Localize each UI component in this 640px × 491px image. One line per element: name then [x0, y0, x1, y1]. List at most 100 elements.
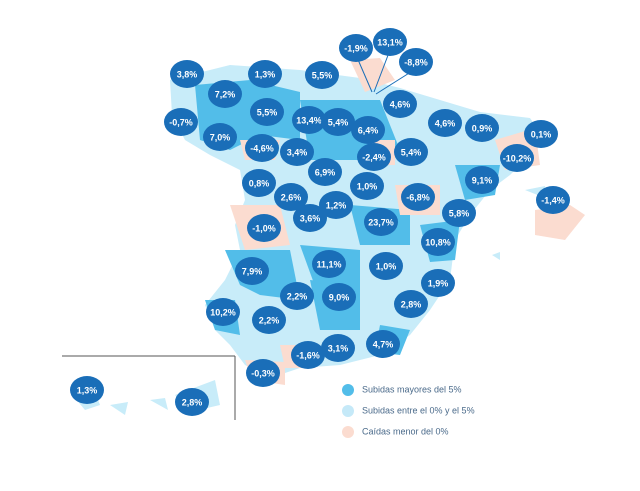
marker-bubble [292, 106, 326, 134]
marker-bubble [421, 269, 455, 297]
marker-bubble [465, 114, 499, 142]
marker-label: 2,6% [281, 192, 302, 202]
marker-label: 6,4% [358, 125, 379, 135]
marker-bubble [248, 60, 282, 88]
marker-label: 4,6% [390, 99, 411, 109]
marker-bubble [394, 138, 428, 166]
province-marker: 4,6% [428, 109, 462, 137]
marker-label: 4,7% [373, 339, 394, 349]
province-marker: 1,2% [319, 191, 353, 219]
marker-bubble [312, 250, 346, 278]
province-marker: 0,8% [242, 169, 276, 197]
marker-label: -1,0% [252, 223, 276, 233]
province-marker: -0,7% [164, 108, 198, 136]
marker-label: 3,6% [300, 213, 321, 223]
province-marker: 7,2% [208, 80, 242, 108]
legend-swatch [342, 384, 354, 396]
province-marker: 13,4% [292, 106, 326, 134]
marker-label: 5,4% [328, 117, 349, 127]
marker-label: 5,5% [312, 70, 333, 80]
province-marker: 5,8% [442, 199, 476, 227]
marker-label: 2,2% [259, 315, 280, 325]
province-marker: 1,9% [421, 269, 455, 297]
marker-bubble [70, 376, 104, 404]
marker-bubble [401, 183, 435, 211]
markers: 3,8% 1,3% 5,5% -1,9% 13,1%-8,8% 7,2% 4,6% -0,7%… [70, 28, 570, 416]
province-marker: 11,1% [312, 250, 346, 278]
marker-label: 0,8% [249, 178, 270, 188]
province-marker: 2,8% [394, 290, 428, 318]
province-marker: 1,0% [369, 252, 403, 280]
marker-bubble [246, 359, 280, 387]
marker-bubble [245, 134, 279, 162]
marker-label: 9,1% [472, 175, 493, 185]
province-marker: 4,6% [383, 90, 417, 118]
province-marker: 23,7% [364, 208, 398, 236]
province-marker: 2,8% [175, 388, 209, 416]
legend-label: Subidas mayores del 5% [362, 384, 462, 394]
marker-label: 5,8% [449, 208, 470, 218]
marker-label: -4,6% [250, 143, 274, 153]
marker-label: 2,8% [401, 299, 422, 309]
marker-label: -8,8% [404, 57, 428, 67]
marker-label: 23,7% [368, 217, 394, 227]
map-shapes [62, 49, 585, 420]
marker-label: -0,7% [169, 117, 193, 127]
marker-bubble [428, 109, 462, 137]
marker-bubble [383, 90, 417, 118]
province-marker: 9,1% [465, 166, 499, 194]
marker-label: 5,4% [401, 147, 422, 157]
marker-label: 10,8% [425, 237, 451, 247]
province-marker: 10,2% [206, 298, 240, 326]
province-marker: 6,4% [351, 116, 385, 144]
marker-bubble [252, 306, 286, 334]
marker-label: -10,2% [503, 153, 532, 163]
marker-label: -6,8% [406, 192, 430, 202]
marker-label: 1,2% [326, 200, 347, 210]
marker-bubble [421, 228, 455, 256]
province-marker: -1,0% [247, 214, 281, 242]
marker-label: 1,3% [77, 385, 98, 395]
marker-bubble [203, 123, 237, 151]
marker-label: -1,9% [344, 43, 368, 53]
marker-bubble [291, 341, 325, 369]
marker-bubble [366, 330, 400, 358]
marker-bubble [524, 120, 558, 148]
province-marker: 6,9% [308, 158, 342, 186]
marker-label: 7,9% [242, 266, 263, 276]
province-marker: 5,5% [305, 61, 339, 89]
marker-bubble [308, 158, 342, 186]
marker-bubble [350, 172, 384, 200]
marker-bubble [357, 143, 391, 171]
marker-label: 7,0% [210, 132, 231, 142]
province-marker: -1,9% [339, 34, 373, 62]
marker-bubble [305, 61, 339, 89]
province-marker: 0,9% [465, 114, 499, 142]
marker-label: 2,8% [182, 397, 203, 407]
province-marker: 1,3% [248, 60, 282, 88]
province-marker: 10,8% [421, 228, 455, 256]
marker-bubble [500, 144, 534, 172]
marker-label: 0,1% [531, 129, 552, 139]
marker-label: 7,2% [215, 89, 236, 99]
province-marker: 3,4% [280, 138, 314, 166]
marker-label: 5,5% [257, 107, 278, 117]
province-marker: 1,3% [70, 376, 104, 404]
legend-swatch [342, 426, 354, 438]
marker-bubble [536, 186, 570, 214]
province-marker: -6,8% [401, 183, 435, 211]
province-marker: 2,2% [280, 282, 314, 310]
legend-label: Subidas entre el 0% y el 5% [362, 405, 475, 415]
marker-bubble [442, 199, 476, 227]
province-marker: -1,6% [291, 341, 325, 369]
marker-bubble [369, 252, 403, 280]
province-marker: -4,6% [245, 134, 279, 162]
marker-label: 0,9% [472, 123, 493, 133]
marker-label: 6,9% [315, 167, 336, 177]
marker-bubble [206, 298, 240, 326]
marker-bubble [322, 283, 356, 311]
marker-bubble [208, 80, 242, 108]
marker-bubble [274, 183, 308, 211]
marker-bubble [280, 138, 314, 166]
